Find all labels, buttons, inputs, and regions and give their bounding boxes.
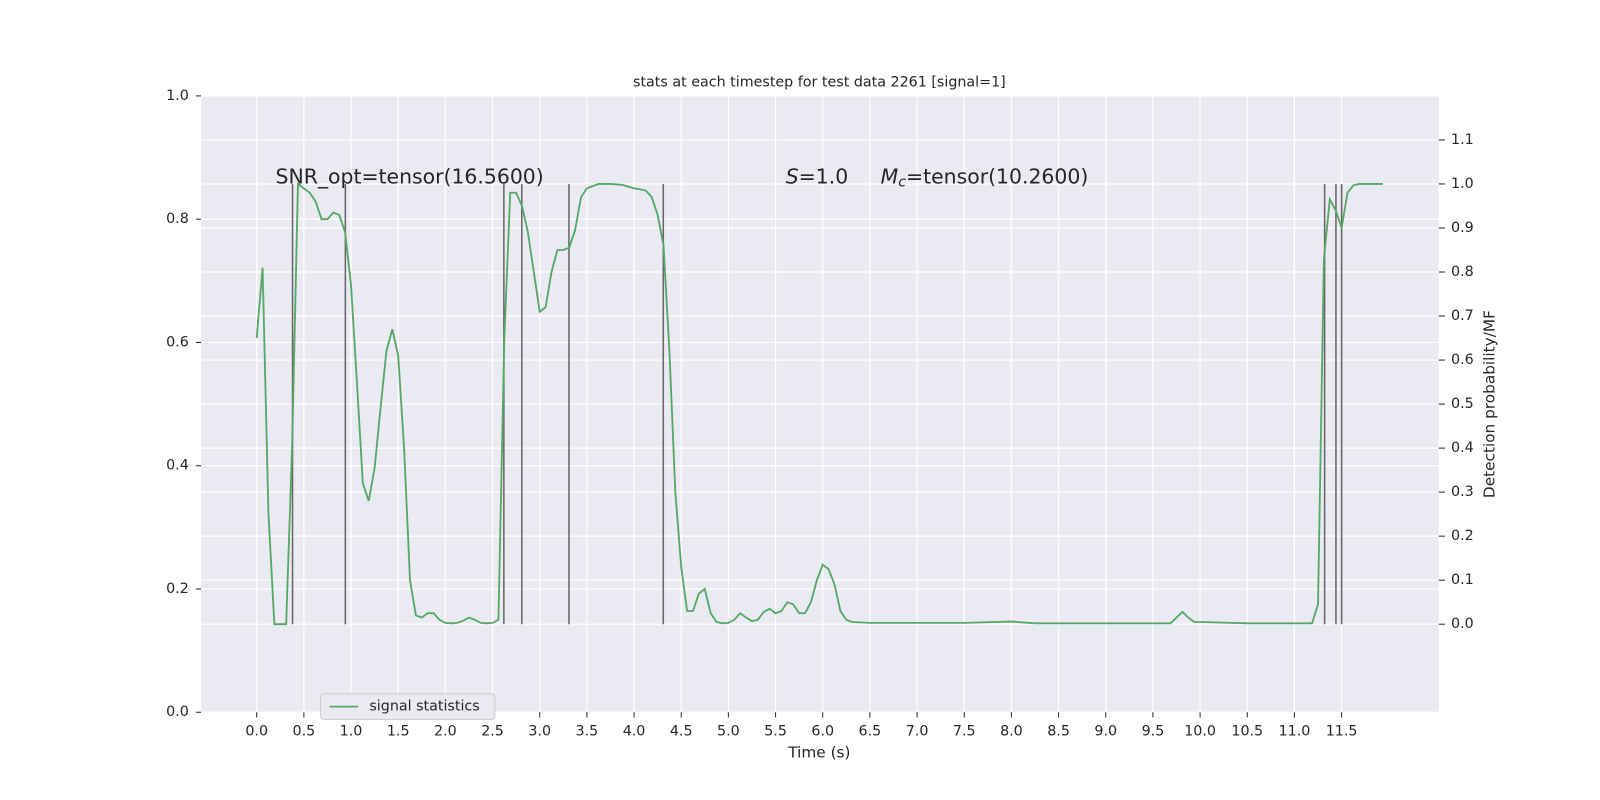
y2-tick-label: 0.4	[1451, 440, 1474, 456]
x-tick-label: 1.5	[387, 724, 410, 740]
annotation: SNR_opt=tensor(16.5600)	[276, 165, 544, 190]
y2-tick-label: 0.1	[1451, 572, 1474, 588]
marks	[255, 182, 1383, 626]
annotation-text: =1.0	[799, 165, 849, 189]
x-tick-label: 7.0	[906, 724, 929, 740]
x-tick-label: 6.5	[859, 724, 882, 740]
y2-tick-label: 0.0	[1451, 616, 1474, 632]
x-tick-label: 0.5	[293, 724, 316, 740]
y-tick-label: 0.0	[166, 704, 189, 720]
x-tick-label: 4.5	[670, 724, 693, 740]
y2-axis-label: Detection probability/MF	[1480, 310, 1498, 498]
labels: 0.0 0.5 1.0 1.5 2.0 2.5 3.0 3.5 4.0 4.5 5.0 5.5 6.0 6…	[166, 88, 1474, 740]
x-tick-label: 10.5	[1231, 724, 1263, 740]
x-tick-label: 2.0	[434, 724, 457, 740]
legend-box	[319, 693, 496, 720]
chart-title: stats at each timestep for test data 226…	[633, 75, 1006, 91]
annotation: S=1.0	[786, 165, 848, 189]
y2-tick-label: 1.0	[1451, 176, 1474, 192]
x-tick-label: 0.0	[245, 724, 268, 740]
y2-tick-label: 0.2	[1451, 528, 1474, 544]
y-tick-label: 0.4	[166, 458, 189, 474]
x-tick-label: 6.0	[811, 724, 834, 740]
y-tick-label: 0.6	[166, 334, 189, 350]
y2-tick-label: 0.9	[1451, 220, 1474, 236]
annotation-text: =tensor(10.2600)	[906, 165, 1088, 189]
x-axis-label: Time (s)	[787, 744, 850, 762]
annotation-symbol: S	[786, 165, 799, 189]
annotation-subscript: c	[898, 175, 906, 191]
y-tick-label: 1.0	[166, 88, 189, 104]
annotation-symbol: M	[881, 165, 899, 189]
x-tick-label: 10.0	[1184, 724, 1216, 740]
annotation: Mc=tensor(10.2600)	[881, 165, 1089, 191]
x-tick-label: 4.0	[623, 724, 646, 740]
series-line	[255, 182, 1383, 626]
x-tick-label: 1.0	[340, 724, 363, 740]
y2-tick-label: 0.8	[1451, 264, 1474, 280]
x-tick-label: 5.5	[764, 724, 787, 740]
y2-tick-label: 0.6	[1451, 352, 1474, 368]
x-tick-label: 8.0	[1000, 724, 1023, 740]
x-tick-label: 5.0	[717, 724, 740, 740]
y-tick-label: 0.2	[166, 581, 189, 597]
x-tick-label: 8.5	[1047, 724, 1070, 740]
y-tick-label: 0.8	[166, 211, 189, 227]
x-tick-label: 2.5	[481, 724, 504, 740]
x-tick-label: 3.0	[528, 724, 551, 740]
legend: signal statistics	[319, 693, 496, 720]
x-tick-label: 9.5	[1142, 724, 1165, 740]
x-tick-label: 7.5	[953, 724, 976, 740]
legend-label: signal statistics	[369, 699, 479, 715]
y2-tick-label: 0.5	[1451, 396, 1474, 412]
x-tick-label: 11.5	[1326, 724, 1358, 740]
grid	[201, 95, 1439, 713]
x-tick-label: 9.0	[1094, 724, 1117, 740]
x-tick-label: 3.5	[576, 724, 599, 740]
y2-tick-label: 0.7	[1451, 308, 1474, 324]
x-tick-label: 11.0	[1279, 724, 1311, 740]
y2-tick-label: 0.3	[1451, 484, 1474, 500]
y2-tick-label: 1.1	[1451, 132, 1474, 148]
